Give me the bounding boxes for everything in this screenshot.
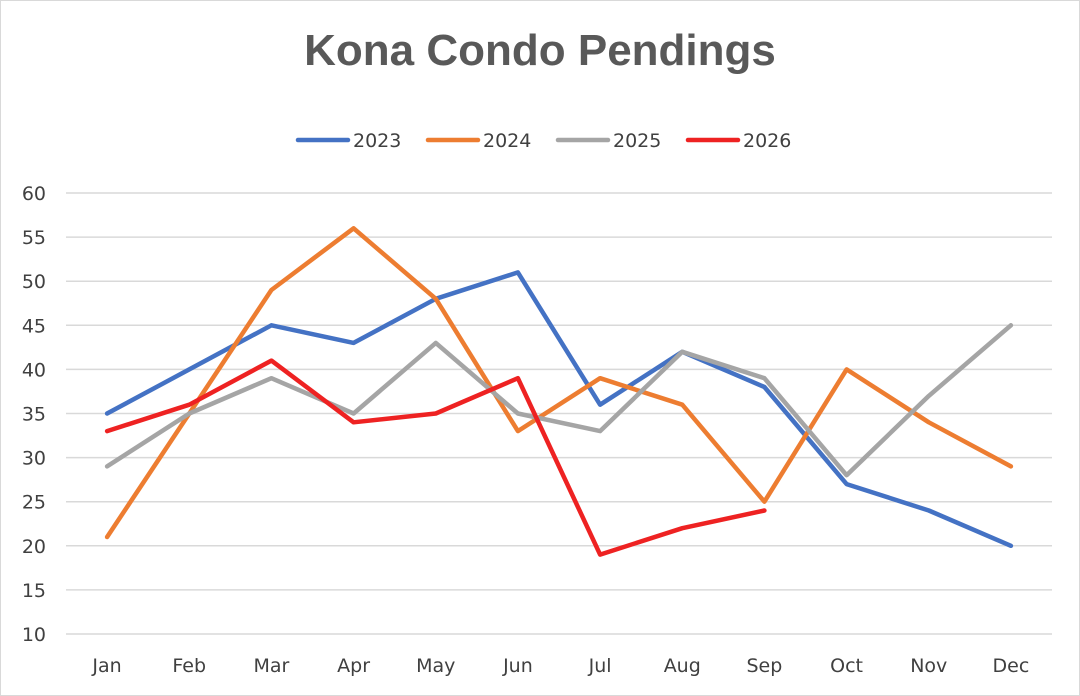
y-tick-label: 20 — [22, 536, 46, 558]
x-tick-label: Feb — [172, 655, 206, 677]
y-tick-label: 10 — [22, 624, 46, 646]
x-tick-label: Nov — [910, 655, 947, 677]
x-tick-label: Mar — [253, 655, 289, 677]
legend-label-2025: 2025 — [613, 130, 661, 152]
chart-title: Kona Condo Pendings — [304, 26, 776, 75]
y-tick-label: 35 — [22, 404, 46, 426]
gridlines — [66, 192, 1052, 635]
y-tick-label: 60 — [22, 183, 46, 205]
y-tick-label: 25 — [22, 492, 46, 514]
x-tick-label: Sep — [747, 655, 783, 677]
y-tick-label: 55 — [22, 227, 46, 249]
x-tick-label: Jul — [588, 655, 612, 677]
y-tick-label: 30 — [22, 448, 46, 470]
legend-label-2024: 2024 — [483, 130, 531, 152]
series-line-2023 — [104, 270, 1014, 549]
series-line-2026 — [104, 358, 767, 557]
series-lines — [104, 226, 1014, 557]
y-axis-ticks: 10 15 20 25 30 35 40 45 50 55 60 — [22, 183, 46, 646]
series-line-2025 — [104, 323, 1014, 478]
x-tick-label: Jun — [502, 655, 533, 677]
y-tick-label: 45 — [22, 315, 46, 337]
series-line-2024 — [104, 226, 1014, 540]
x-tick-label: May — [416, 655, 455, 677]
x-axis-ticks: Jan Feb Mar Apr May Jun Jul Aug Sep Oct Nov Dec — [91, 655, 1029, 677]
x-tick-label: Aug — [664, 655, 701, 677]
legend-label-2023: 2023 — [353, 130, 401, 152]
legend-label-2026: 2026 — [743, 130, 791, 152]
legend: 2023 2024 2025 2026 — [295, 130, 791, 152]
x-tick-label: Jan — [91, 655, 121, 677]
y-tick-label: 50 — [22, 271, 46, 293]
x-tick-label: Apr — [337, 655, 370, 677]
x-tick-label: Dec — [993, 655, 1030, 677]
x-tick-label: Oct — [830, 655, 863, 677]
y-tick-label: 40 — [22, 359, 46, 381]
y-tick-label: 15 — [22, 580, 46, 602]
